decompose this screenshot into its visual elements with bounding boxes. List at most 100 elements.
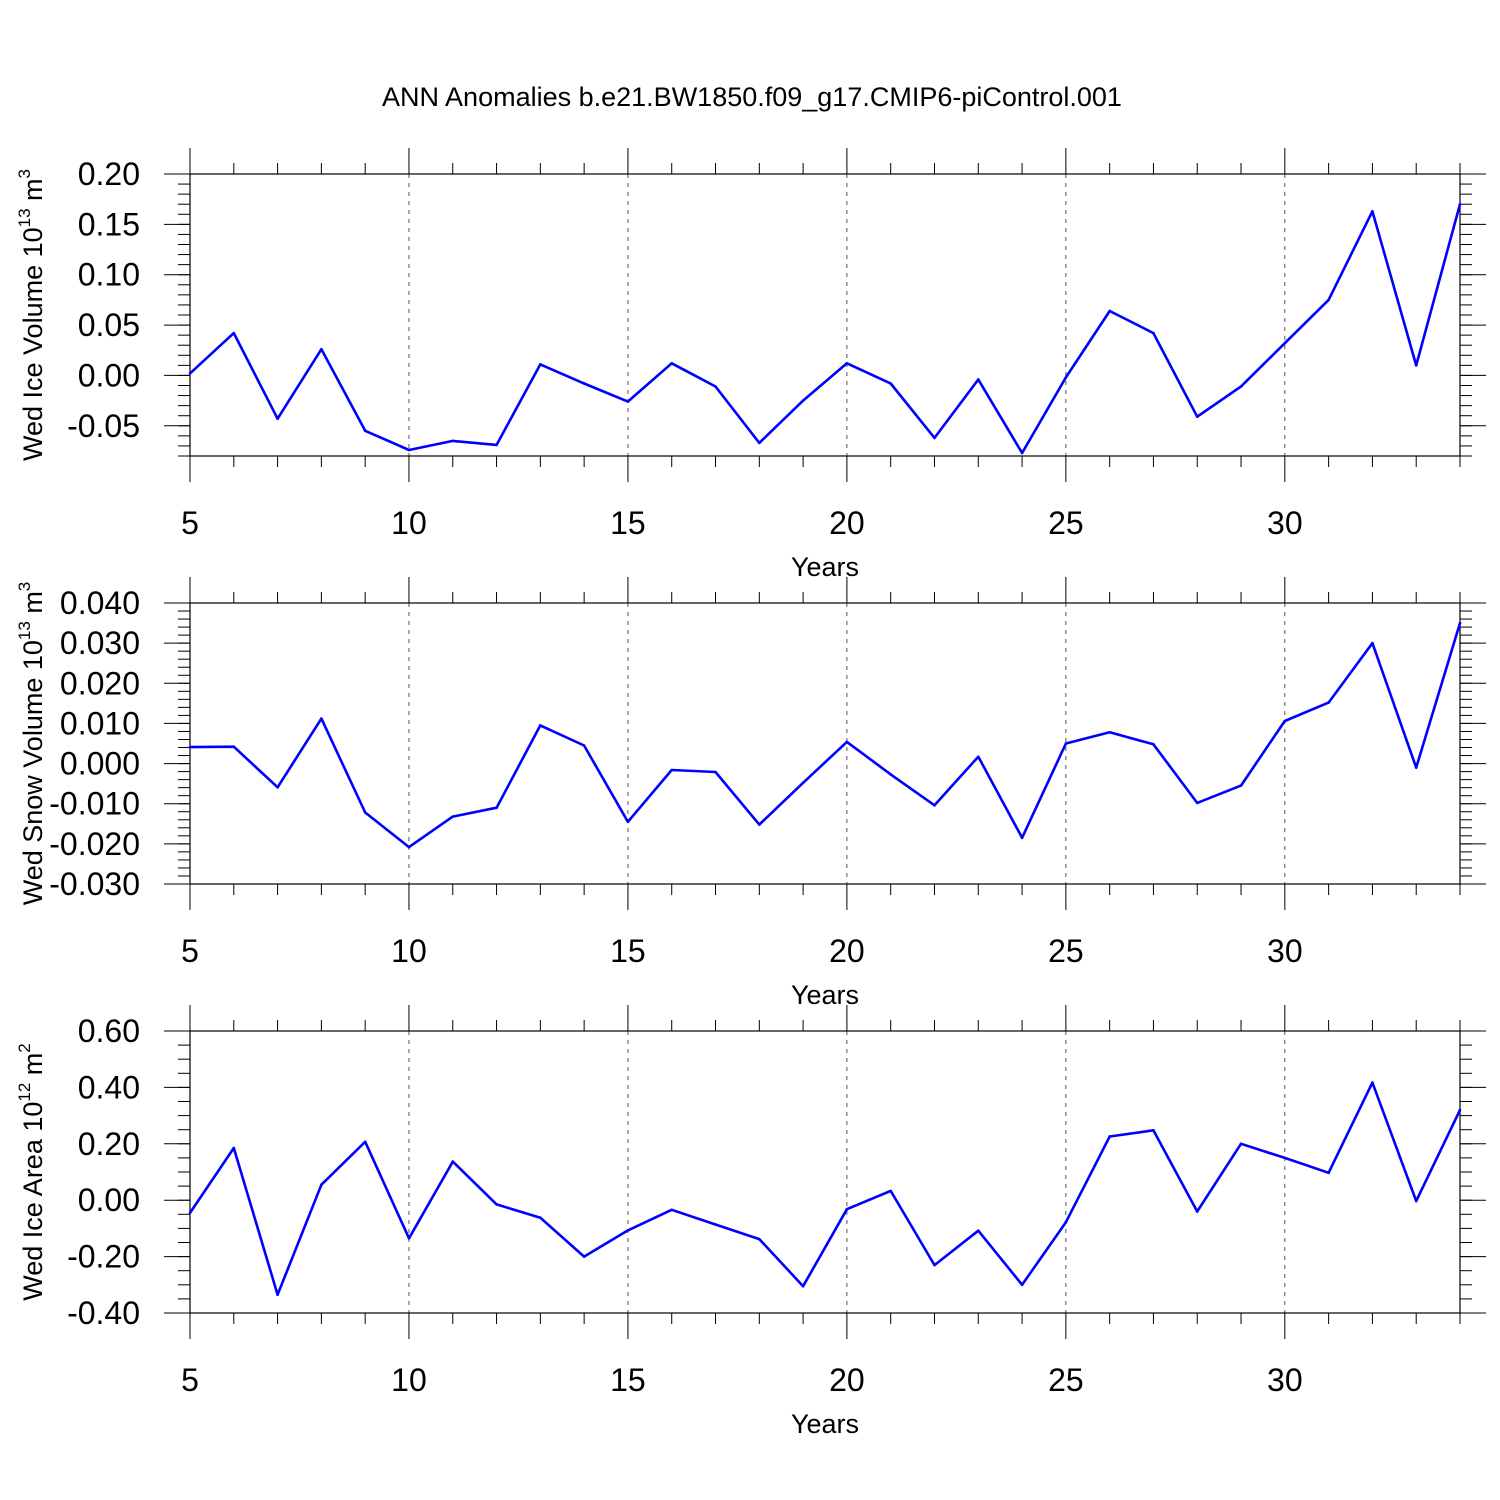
data-point bbox=[1195, 415, 1199, 419]
plot-frame bbox=[189, 602, 1461, 885]
y-axis-label: Wed Snow Volume 1013 m3 bbox=[15, 582, 48, 906]
data-point bbox=[758, 441, 761, 445]
data-point bbox=[976, 1229, 980, 1232]
data-point bbox=[670, 1208, 674, 1212]
data-point bbox=[714, 385, 717, 388]
data-point bbox=[1371, 1081, 1374, 1084]
data-point bbox=[495, 806, 498, 810]
data-point bbox=[801, 1284, 805, 1288]
x-tick-label: 30 bbox=[1267, 933, 1303, 969]
x-tick-label: 10 bbox=[391, 933, 427, 969]
data-point bbox=[1108, 309, 1111, 313]
data-point bbox=[670, 362, 674, 365]
data-point bbox=[976, 378, 980, 381]
y-axis-label-unit: m bbox=[18, 1053, 48, 1083]
data-point bbox=[1152, 743, 1155, 746]
x-tick-label: 5 bbox=[181, 505, 199, 541]
x-tick-label: 15 bbox=[610, 1362, 646, 1398]
y-tick-label: 0.40 bbox=[78, 1069, 140, 1105]
data-point bbox=[1414, 1199, 1418, 1203]
x-tick-label: 25 bbox=[1048, 933, 1084, 969]
data-point bbox=[758, 823, 761, 826]
data-point bbox=[451, 1160, 455, 1163]
y-axis-label-unit: m bbox=[18, 591, 48, 621]
data-point bbox=[363, 429, 367, 433]
data-point bbox=[1152, 1128, 1155, 1132]
x-tick-label: 25 bbox=[1048, 1362, 1084, 1398]
plot-frame bbox=[189, 173, 1461, 457]
y-axis-label-exponent: 13 bbox=[15, 208, 34, 227]
data-point bbox=[188, 745, 192, 749]
data-point bbox=[1283, 719, 1287, 723]
data-point bbox=[232, 331, 236, 335]
y-axis-label-unit-exponent: 3 bbox=[15, 582, 34, 591]
data-point bbox=[539, 724, 542, 727]
data-point bbox=[845, 362, 849, 365]
series-line bbox=[188, 1081, 1462, 1296]
x-axis-label: Years bbox=[791, 1409, 859, 1439]
x-tick-label: 20 bbox=[829, 933, 865, 969]
data-point bbox=[1195, 801, 1199, 805]
data-point bbox=[758, 1237, 761, 1241]
y-tick-label: 0.00 bbox=[78, 1182, 140, 1218]
data-point bbox=[363, 811, 367, 814]
data-point bbox=[1414, 364, 1418, 367]
x-tick-label: 10 bbox=[391, 1362, 427, 1398]
data-point bbox=[232, 745, 236, 749]
data-point bbox=[407, 845, 411, 849]
data-point bbox=[626, 400, 630, 403]
data-point bbox=[1414, 766, 1418, 769]
data-point bbox=[320, 1183, 323, 1186]
y-tick-label: -0.030 bbox=[49, 866, 140, 902]
x-tick-label: 20 bbox=[829, 1362, 865, 1398]
data-point bbox=[1283, 341, 1287, 345]
data-point bbox=[1152, 331, 1155, 335]
data-point bbox=[1108, 1135, 1111, 1138]
data-point bbox=[1064, 742, 1068, 745]
data-point bbox=[276, 417, 279, 421]
data-point bbox=[451, 815, 455, 818]
data-point bbox=[626, 1229, 630, 1232]
data-point bbox=[626, 820, 630, 824]
data-point bbox=[495, 443, 498, 447]
data-point bbox=[1020, 836, 1024, 840]
data-point bbox=[539, 1216, 542, 1219]
y-axis-label: Wed Ice Volume 1013 m3 bbox=[15, 169, 48, 461]
data-point bbox=[1064, 376, 1068, 379]
y-axis-label: Wed Ice Area 1012 m2 bbox=[15, 1043, 48, 1301]
y-tick-label: -0.40 bbox=[67, 1295, 140, 1331]
data-point bbox=[714, 770, 717, 774]
y-tick-label: 0.010 bbox=[60, 705, 140, 741]
y-tick-label: 0.000 bbox=[60, 746, 140, 782]
series-line bbox=[189, 622, 1462, 849]
y-tick-label: 0.60 bbox=[78, 1013, 140, 1049]
data-point bbox=[933, 1263, 936, 1267]
y-axis-label-unit: m bbox=[18, 178, 48, 208]
data-point bbox=[320, 717, 323, 720]
y-axis-label-text: Wed Ice Volume 10 bbox=[18, 227, 48, 461]
data-point bbox=[670, 768, 674, 772]
data-point bbox=[933, 436, 936, 440]
data-point bbox=[407, 1236, 411, 1240]
data-point bbox=[933, 804, 936, 807]
data-point bbox=[1327, 1171, 1330, 1175]
data-point bbox=[889, 773, 892, 776]
x-tick-label: 30 bbox=[1267, 1362, 1303, 1398]
y-tick-label: 0.020 bbox=[60, 665, 140, 701]
data-point bbox=[1020, 1283, 1024, 1287]
x-tick-label: 15 bbox=[610, 505, 646, 541]
data-point bbox=[232, 1146, 236, 1150]
y-tick-label: -0.05 bbox=[67, 408, 140, 444]
data-point bbox=[889, 382, 892, 385]
panel-ice-volume: 5 10 15 20 25 30 Years -0.05 0.00 0.05 0.10 0.15 0.2… bbox=[15, 148, 1486, 582]
y-tick-label: 0.030 bbox=[60, 625, 140, 661]
plot-frame bbox=[189, 1030, 1461, 1314]
y-axis-label-unit-exponent: 3 bbox=[15, 169, 34, 178]
data-point bbox=[1239, 385, 1243, 388]
data-point bbox=[188, 1211, 192, 1215]
data-point bbox=[1283, 1156, 1287, 1160]
x-tick-label: 5 bbox=[181, 1362, 199, 1398]
x-tick-label: 5 bbox=[181, 933, 199, 969]
data-point bbox=[1108, 730, 1111, 734]
